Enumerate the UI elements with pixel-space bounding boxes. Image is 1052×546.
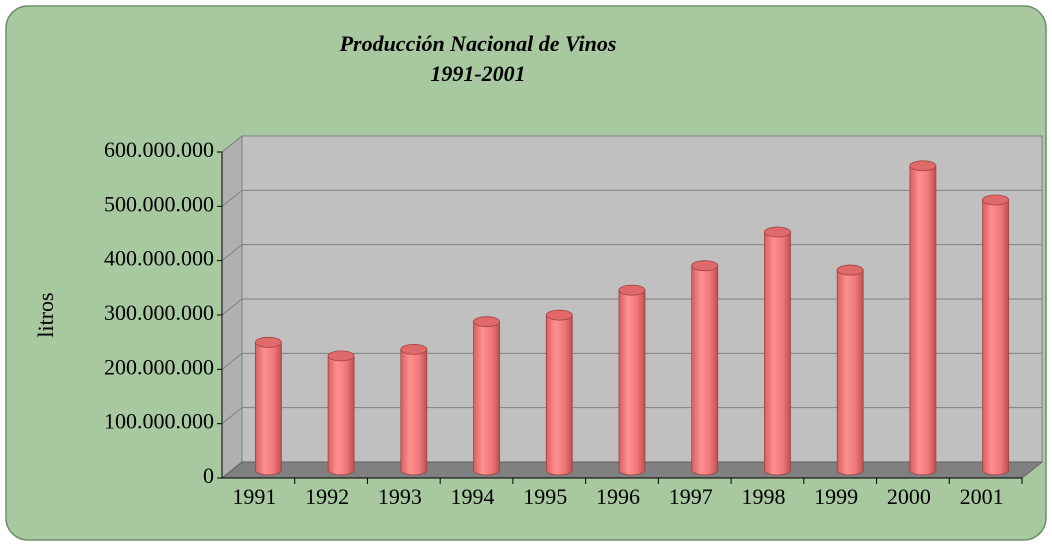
cylinder-body: [254, 341, 282, 476]
x-tick-label: 1995: [523, 484, 567, 509]
x-tick-label: 1998: [741, 484, 785, 509]
cylinder: [982, 194, 1010, 476]
cylinder: [836, 264, 864, 476]
cylinder-top: [400, 343, 428, 355]
cylinder-body: [327, 355, 355, 476]
cylinder-top: [618, 284, 646, 296]
cylinder-top: [982, 194, 1010, 206]
cylinder-top: [691, 260, 719, 272]
x-tick-label: 1997: [669, 484, 713, 509]
x-tick-label: 1991: [232, 484, 276, 509]
x-tick-label: 2000: [887, 484, 931, 509]
x-tick-label: 1993: [378, 484, 422, 509]
y-tick-label: 100.000.000: [104, 409, 214, 434]
cylinder: [691, 260, 719, 476]
cylinder: [254, 336, 282, 476]
y-tick-label: 400.000.000: [104, 246, 214, 271]
x-tick-label: 1994: [451, 484, 495, 509]
y-tick-label: 300.000.000: [104, 300, 214, 325]
cylinder-body: [618, 289, 646, 476]
y-tick-label: 600.000.000: [104, 137, 214, 162]
cylinder-body: [836, 269, 864, 476]
chart-subtitle: 1991-2001: [430, 61, 525, 86]
cylinder-top: [545, 309, 573, 321]
cylinder-body: [545, 314, 573, 476]
y-tick-label: 0: [203, 463, 214, 488]
x-tick-label: 1996: [596, 484, 640, 509]
cylinder-body: [982, 199, 1010, 476]
cylinder: [618, 284, 646, 476]
grid-line: [221, 135, 1042, 153]
x-tick-label: 2001: [960, 484, 1004, 509]
y-tick-label: 500.000.000: [104, 191, 214, 216]
cylinder-top: [327, 350, 355, 362]
cylinder-top: [764, 226, 791, 238]
cylinder: [327, 350, 355, 476]
cylinder: [545, 309, 573, 476]
y-axis-label: litros: [33, 292, 58, 337]
cylinder: [909, 160, 937, 476]
cylinder: [400, 343, 428, 476]
cylinder-body: [764, 231, 791, 476]
cylinder-body: [691, 265, 719, 476]
cylinder-body: [909, 165, 937, 476]
cylinder-body: [473, 321, 500, 476]
cylinder-body: [400, 348, 428, 476]
y-tick-label: 200.000.000: [104, 354, 214, 379]
cylinder: [764, 226, 791, 476]
cylinder-top: [836, 264, 864, 276]
cylinder-top: [254, 336, 282, 348]
chart-title: Producción Nacional de Vinos: [339, 31, 617, 56]
x-tick-label: 1999: [814, 484, 858, 509]
cylinder: [473, 316, 500, 476]
x-tick-label: 1992: [305, 484, 349, 509]
cylinder-top: [473, 316, 500, 328]
grid-line: [221, 189, 1042, 207]
cylinder-top: [909, 160, 937, 172]
